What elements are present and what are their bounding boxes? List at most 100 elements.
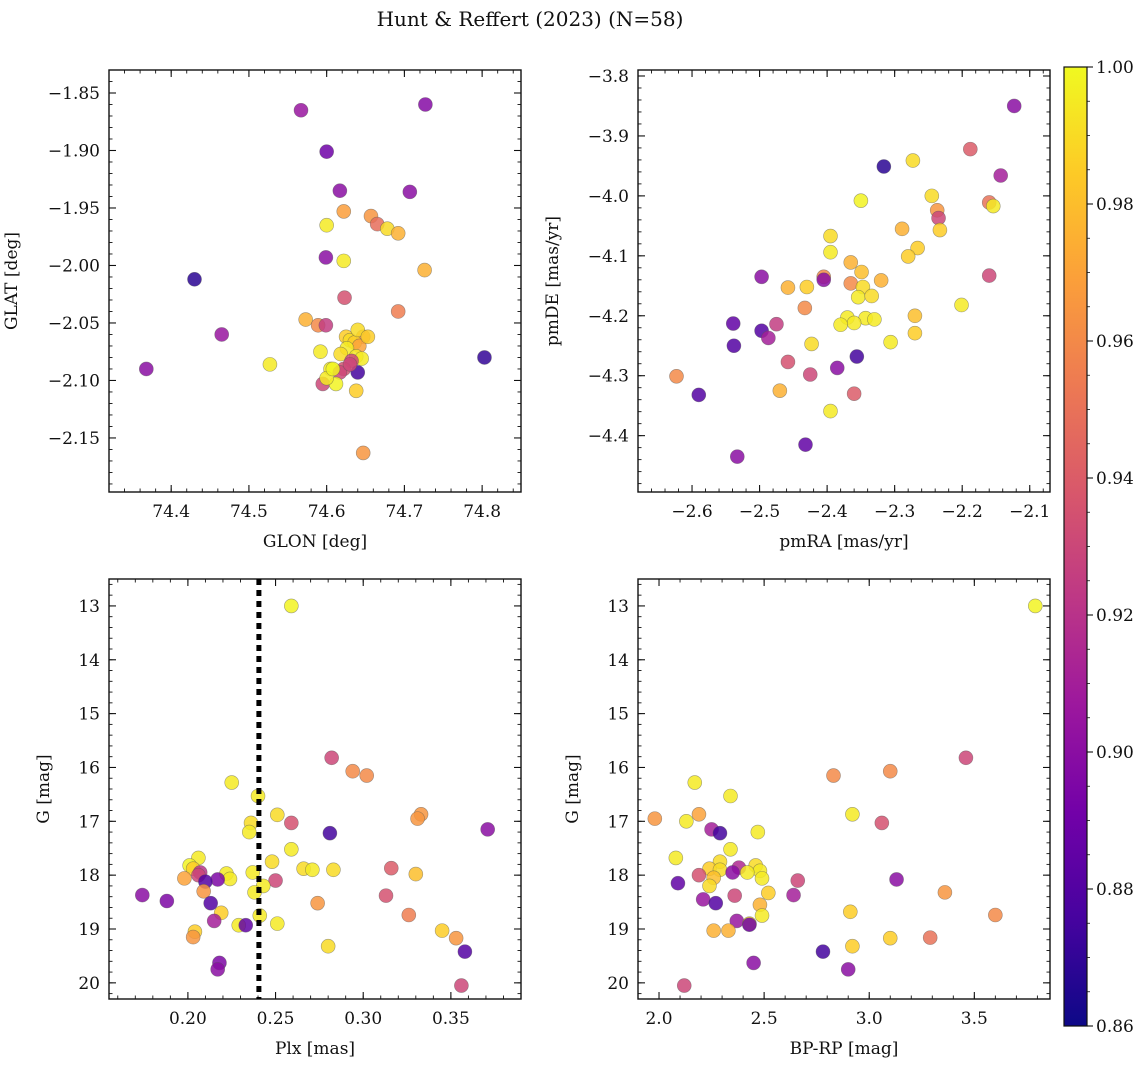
data-point	[313, 344, 328, 360]
data-point	[981, 268, 997, 283]
colorbar-tick-label: 0.96	[1096, 332, 1134, 352]
data-point	[746, 955, 761, 971]
data-point	[270, 916, 285, 931]
data-point	[383, 860, 399, 876]
data-point	[378, 888, 394, 903]
data-point	[670, 875, 686, 891]
data-point	[417, 262, 432, 278]
data-point	[797, 300, 813, 316]
x-tick-label: −2.3	[874, 502, 915, 522]
data-point	[963, 141, 978, 157]
y-axis-label: pmDE [mas/yr]	[543, 216, 563, 346]
data-point	[883, 334, 898, 350]
y-tick-label: 17	[78, 812, 100, 832]
x-tick-label: −2.4	[806, 502, 847, 522]
data-point	[691, 807, 707, 822]
y-tick-label: −2.00	[48, 256, 100, 276]
data-point	[780, 354, 796, 370]
data-point	[823, 228, 838, 244]
data-point	[761, 885, 776, 901]
data-point	[772, 383, 788, 398]
data-point	[359, 768, 375, 783]
data-point	[924, 188, 940, 204]
data-point	[723, 788, 738, 804]
data-point	[187, 271, 202, 287]
data-point	[769, 316, 784, 332]
y-tick-label: −1.95	[48, 199, 100, 219]
data-point	[846, 386, 862, 401]
data-point	[135, 887, 150, 903]
data-point	[833, 317, 848, 333]
data-point	[802, 367, 818, 382]
x-tick-label: 74.7	[385, 502, 423, 522]
x-tick-label: 3.0	[856, 1009, 883, 1029]
data-point	[241, 824, 257, 840]
data-point	[843, 255, 859, 270]
y-tick-label: −4.0	[588, 187, 629, 207]
y-axis-label: GLAT [deg]	[2, 232, 22, 330]
y-tick-label: −2.15	[48, 429, 100, 449]
data-point	[333, 346, 348, 362]
data-point	[727, 888, 742, 903]
data-point	[874, 815, 890, 831]
data-point	[843, 904, 858, 920]
data-point	[293, 102, 309, 118]
y-tick-label: −1.90	[48, 141, 100, 161]
data-point	[845, 807, 860, 822]
x-tick-label: 2.0	[645, 1009, 672, 1029]
data-point	[262, 357, 278, 372]
y-tick-label: 17	[607, 812, 629, 832]
data-point	[319, 217, 334, 233]
points-layer	[139, 97, 492, 461]
data-point	[691, 387, 707, 403]
data-point	[477, 350, 492, 365]
y-tick-label: −3.9	[588, 127, 629, 147]
y-tick-label: −2.05	[48, 314, 100, 334]
data-point	[319, 144, 334, 159]
scatter-glon-glat: 74.4 74.5 74.6 74.7 74.8 −1.85 −1.90 −1.95 −2.00…	[2, 69, 522, 552]
data-point	[325, 361, 341, 377]
data-point	[264, 854, 280, 869]
data-point	[873, 273, 889, 288]
data-point	[410, 811, 425, 826]
y-tick-label: 14	[607, 651, 629, 671]
data-point	[706, 923, 721, 938]
data-point	[932, 222, 948, 238]
data-point	[326, 862, 341, 878]
data-point	[408, 866, 424, 882]
y-tick-label: 20	[607, 974, 629, 994]
data-point	[988, 907, 1003, 923]
data-point	[284, 842, 299, 857]
data-point	[196, 884, 211, 899]
data-point	[729, 449, 745, 464]
data-point	[332, 183, 348, 199]
colorbar-tick-label: 0.94	[1096, 469, 1134, 489]
data-point	[894, 221, 910, 237]
x-axis-label: Plx [mas]	[275, 1039, 355, 1059]
data-point	[882, 763, 898, 779]
data-point	[867, 312, 882, 327]
y-tick-label: 20	[78, 974, 100, 994]
y-tick-label: −4.3	[588, 367, 629, 387]
data-point	[922, 930, 938, 945]
data-point	[900, 249, 916, 264]
data-point	[342, 357, 358, 372]
data-point	[177, 871, 192, 886]
data-point	[337, 290, 352, 305]
y-tick-label: −4.4	[588, 427, 629, 447]
data-point	[840, 962, 856, 977]
x-tick-label: 74.8	[463, 502, 501, 522]
data-point	[691, 867, 707, 883]
data-point	[843, 276, 859, 291]
data-point	[712, 825, 728, 841]
data-point	[687, 775, 703, 790]
data-point	[402, 184, 418, 200]
data-point	[320, 938, 336, 954]
data-point	[799, 279, 815, 295]
data-point	[826, 768, 841, 783]
data-point	[270, 807, 285, 823]
data-point	[480, 822, 495, 837]
data-point	[905, 153, 921, 168]
data-point	[695, 892, 711, 907]
